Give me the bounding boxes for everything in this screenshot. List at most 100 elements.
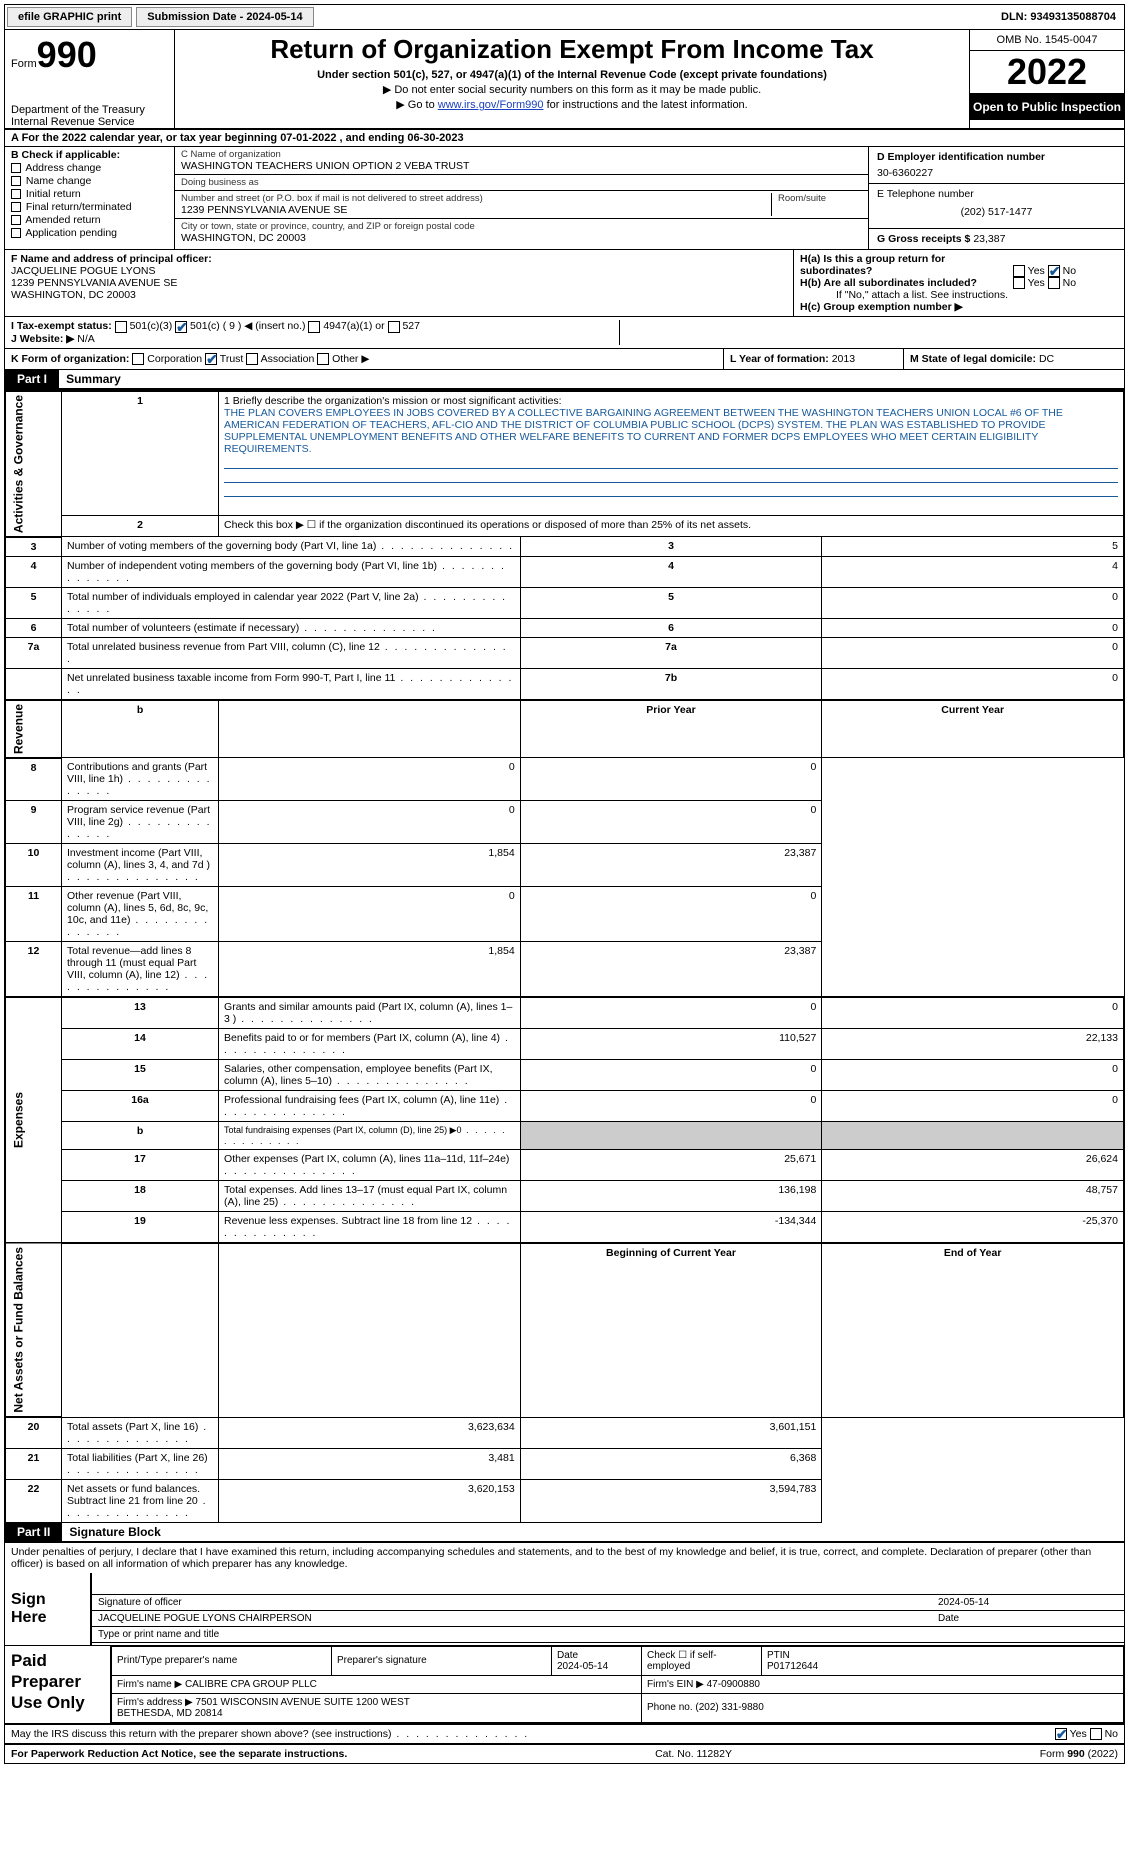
sig-line[interactable] bbox=[92, 1573, 1124, 1595]
line-desc: Net assets or fund balances. Subtract li… bbox=[62, 1479, 219, 1522]
ptin: PTINP01712644 bbox=[762, 1646, 1124, 1675]
line-val: 0 bbox=[822, 618, 1124, 637]
hdr-eoy: End of Year bbox=[822, 1243, 1124, 1417]
hb-yes-checkbox[interactable] bbox=[1013, 277, 1025, 289]
line-num: 17 bbox=[62, 1150, 219, 1181]
irs-link[interactable]: www.irs.gov/Form990 bbox=[438, 99, 544, 111]
efile-print-button[interactable]: efile GRAPHIC print bbox=[7, 7, 132, 27]
line-desc: Other expenses (Part IX, column (A), lin… bbox=[219, 1150, 521, 1181]
curr-val: 48,757 bbox=[822, 1181, 1124, 1212]
dba-row: Doing business as bbox=[175, 175, 868, 191]
sig-body: Signature of officer 2024-05-14 JACQUELI… bbox=[90, 1573, 1124, 1645]
trust-label: Trust bbox=[220, 353, 244, 365]
header-right: OMB No. 1545-0047 2022 Open to Public In… bbox=[969, 30, 1124, 128]
527-checkbox[interactable] bbox=[388, 321, 400, 333]
discuss-row: May the IRS discuss this return with the… bbox=[5, 1725, 1124, 1745]
line-desc: Net unrelated business taxable income fr… bbox=[62, 668, 521, 700]
line-desc: Number of voting members of the governin… bbox=[62, 537, 521, 557]
m-label: M State of legal domicile: bbox=[910, 353, 1036, 365]
corp-checkbox[interactable] bbox=[132, 353, 144, 365]
col-b-option[interactable]: Amended return bbox=[11, 214, 168, 226]
line-num: 18 bbox=[62, 1181, 219, 1212]
trust-checkbox[interactable] bbox=[205, 353, 217, 365]
street-value: 1239 PENNSYLVANIA AVENUE SE bbox=[181, 204, 765, 216]
mission-cell: 1 Briefly describe the organization's mi… bbox=[219, 391, 1124, 515]
dba-label: Doing business as bbox=[181, 177, 862, 188]
line-val: 5 bbox=[822, 537, 1124, 557]
ein-value: 30-6360227 bbox=[877, 167, 1116, 179]
prior-val: 25,671 bbox=[520, 1150, 822, 1181]
irs-link-line: ▶ Go to www.irs.gov/Form990 for instruct… bbox=[181, 98, 963, 111]
line-desc: Number of independent voting members of … bbox=[62, 556, 521, 587]
street-label: Number and street (or P.O. box if mail i… bbox=[181, 193, 765, 204]
form-year-footer: (2022) bbox=[1085, 1748, 1118, 1760]
discuss-no-checkbox[interactable] bbox=[1090, 1728, 1102, 1740]
prior-val: 3,481 bbox=[219, 1448, 521, 1479]
col-b-option[interactable]: Name change bbox=[11, 175, 168, 187]
form-word-footer: Form bbox=[1040, 1748, 1067, 1760]
col-b-option[interactable]: Final return/terminated bbox=[11, 201, 168, 213]
line-desc: Total assets (Part X, line 16) bbox=[62, 1417, 219, 1448]
other-checkbox[interactable] bbox=[317, 353, 329, 365]
firm-name: Firm's name ▶ CALIBRE CPA GROUP PLLC bbox=[112, 1675, 642, 1693]
part-i-badge: Part I bbox=[5, 370, 59, 388]
department-label: Department of the Treasury Internal Reve… bbox=[11, 104, 168, 128]
line-col: 6 bbox=[520, 618, 822, 637]
sign-here-label: Sign Here bbox=[5, 1573, 90, 1645]
curr-val: 26,624 bbox=[822, 1150, 1124, 1181]
prior-val: 0 bbox=[520, 1091, 822, 1122]
discuss-q: May the IRS discuss this return with the… bbox=[11, 1728, 529, 1740]
line-num: 8 bbox=[6, 758, 62, 801]
line-num: 16a bbox=[62, 1091, 219, 1122]
assoc-checkbox[interactable] bbox=[246, 353, 258, 365]
501c-checkbox[interactable] bbox=[175, 321, 187, 333]
side-ag: Activities & Governance bbox=[6, 391, 62, 537]
grid-bcd: B Check if applicable: Address change Na… bbox=[5, 147, 1124, 250]
col-b-option[interactable]: Initial return bbox=[11, 188, 168, 200]
discuss-yes-checkbox[interactable] bbox=[1055, 1728, 1067, 1740]
form-word: Form bbox=[11, 58, 37, 70]
line-desc: Revenue less expenses. Subtract line 18 … bbox=[219, 1212, 521, 1244]
signature-block: Sign Here Signature of officer 2024-05-1… bbox=[5, 1573, 1124, 1646]
m-value: DC bbox=[1039, 353, 1054, 365]
line-num: 12 bbox=[6, 942, 62, 998]
header-center: Return of Organization Exempt From Incom… bbox=[175, 30, 969, 128]
hb-no-checkbox[interactable] bbox=[1048, 277, 1060, 289]
501c3-checkbox[interactable] bbox=[115, 321, 127, 333]
ha-yes-checkbox[interactable] bbox=[1013, 265, 1025, 277]
line-val: 4 bbox=[822, 556, 1124, 587]
prior-val bbox=[520, 1122, 822, 1150]
paperwork-notice: For Paperwork Reduction Act Notice, see … bbox=[11, 1748, 347, 1760]
hb-note: If "No," attach a list. See instructions… bbox=[800, 289, 1118, 301]
line-val: 0 bbox=[822, 637, 1124, 668]
paid-prep-label: Paid Preparer Use Only bbox=[5, 1646, 110, 1723]
date-label: Date bbox=[938, 1613, 1118, 1624]
line-num: 10 bbox=[6, 844, 62, 887]
firm-phone: Phone no. (202) 331-9880 bbox=[642, 1693, 1124, 1722]
submission-date-button[interactable]: Submission Date - 2024-05-14 bbox=[136, 7, 313, 27]
prep-sig-label: Preparer's signature bbox=[332, 1646, 552, 1675]
col-c-org-info: C Name of organization WASHINGTON TEACHE… bbox=[175, 147, 869, 249]
part-ii-header: Part II Signature Block bbox=[5, 1523, 1124, 1543]
curr-val: 0 bbox=[520, 801, 822, 844]
curr-val: 22,133 bbox=[822, 1029, 1124, 1060]
col-b-option[interactable]: Application pending bbox=[11, 227, 168, 239]
form-number: 990 bbox=[37, 34, 97, 75]
paid-preparer: Paid Preparer Use Only Print/Type prepar… bbox=[5, 1646, 1124, 1725]
blank-desc bbox=[219, 700, 521, 758]
grid-fh: F Name and address of principal officer:… bbox=[5, 250, 1124, 317]
line-num: b bbox=[62, 1122, 219, 1150]
line-col: 7b bbox=[520, 668, 822, 700]
i-label: I Tax-exempt status: bbox=[11, 320, 112, 332]
4947-checkbox[interactable] bbox=[308, 321, 320, 333]
prior-val: 0 bbox=[219, 887, 521, 942]
form-of-org: K Form of organization: Corporation Trus… bbox=[5, 349, 724, 369]
name-label: Type or print name and title bbox=[92, 1627, 1124, 1643]
ha-no-checkbox[interactable] bbox=[1048, 265, 1060, 277]
line-col: 5 bbox=[520, 587, 822, 618]
city-label: City or town, state or province, country… bbox=[181, 221, 862, 232]
col-b-option[interactable]: Address change bbox=[11, 162, 168, 174]
line-num: 15 bbox=[62, 1060, 219, 1091]
line-desc: Professional fundraising fees (Part IX, … bbox=[219, 1091, 521, 1122]
line-desc: Total number of volunteers (estimate if … bbox=[62, 618, 521, 637]
